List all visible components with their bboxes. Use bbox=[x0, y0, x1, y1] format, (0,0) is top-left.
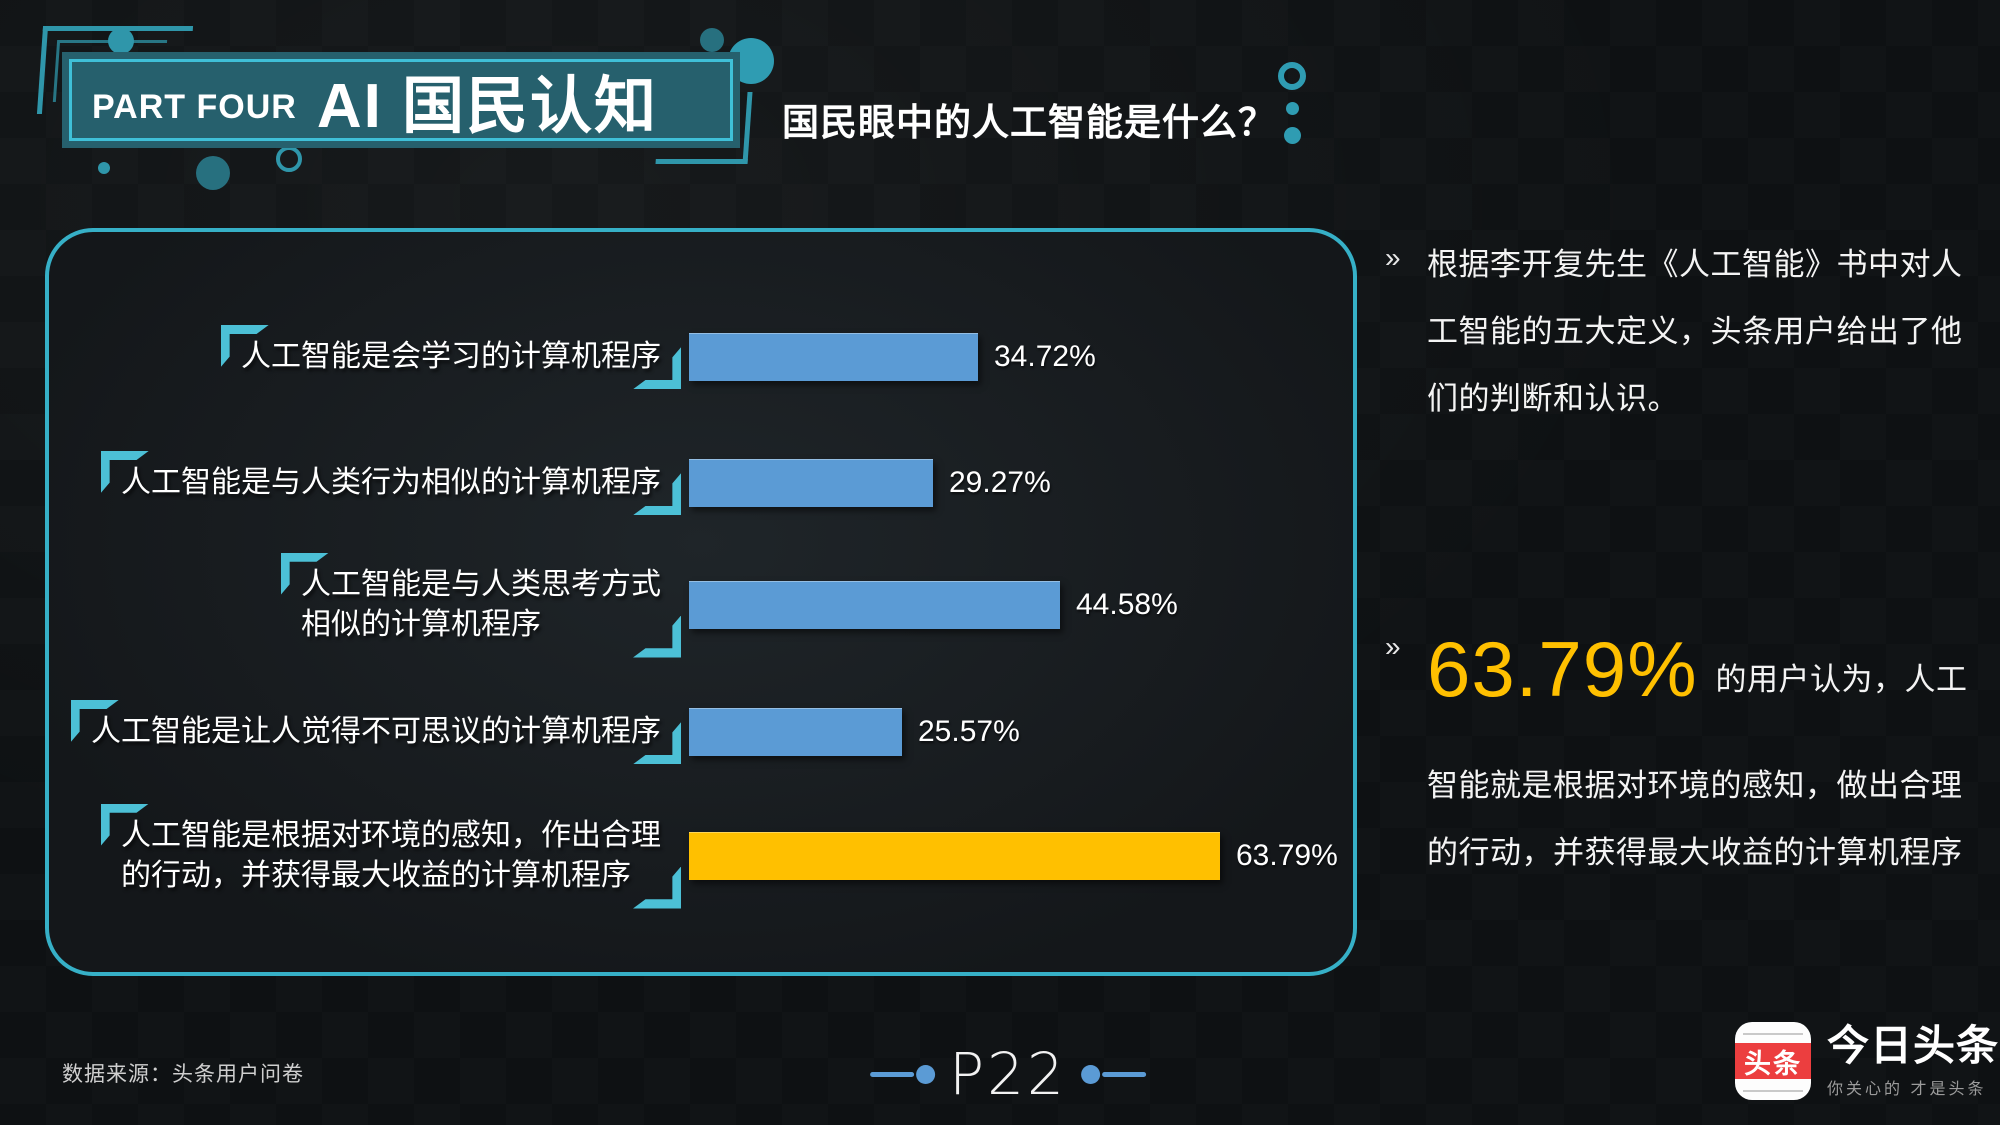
bar bbox=[689, 581, 1060, 629]
corner-bracket-bottomright-icon bbox=[633, 347, 681, 390]
toutiao-logo-text: 今日头条 你关心的 才是头条 bbox=[1827, 1021, 2000, 1099]
chart-row: 人工智能是与人类思考方式 相似的计算机程序 44.58% bbox=[49, 552, 1353, 658]
commentary-text-2-rest: 的用户认为，人工智能就是根据对环境的感知，做出合理的行动，并获得最大收益的计算机… bbox=[1427, 661, 1968, 871]
toutiao-logo: 头条 今日头条 你关心的 才是头条 bbox=[1735, 1022, 1999, 1100]
category-label-wrap: 人工智能是会学习的计算机程序 bbox=[49, 324, 681, 390]
decor-dot-icon bbox=[1283, 127, 1301, 144]
commentary-text-2: 63.79% 的用户认为，人工智能就是根据对环境的感知，做出合理的行动，并获得最大… bbox=[1427, 585, 1970, 887]
category-label: 人工智能是让人觉得不可思议的计算机程序 bbox=[71, 699, 681, 765]
page-decor-line-icon bbox=[870, 1071, 915, 1077]
page-title: 国民眼中的人工智能是什么？ bbox=[782, 102, 1276, 143]
category-label-wrap: 人工智能是与人类思考方式 相似的计算机程序 bbox=[49, 552, 681, 658]
chart-row: 人工智能是与人类行为相似的计算机程序 29.27% bbox=[49, 450, 1353, 516]
decor-ring-icon bbox=[276, 146, 302, 172]
page-decor-dot-icon bbox=[916, 1064, 936, 1084]
commentary-paragraph-1: » 根据李开复先生《人工智能》书中对人工智能的五大定义，头条用户给出了他们的判断… bbox=[1385, 232, 1970, 433]
toutiao-icon-label: 头条 bbox=[1735, 1043, 1811, 1079]
newspaper-lines-icon bbox=[1743, 1027, 1803, 1038]
corner-bracket-topleft-icon bbox=[221, 324, 269, 367]
category-label: 人工智能是与人类思考方式 相似的计算机程序 bbox=[281, 552, 681, 658]
corner-bracket-bottomright-icon bbox=[633, 722, 681, 765]
part-label: PART FOUR bbox=[92, 87, 297, 126]
corner-bracket-topleft-icon bbox=[101, 803, 149, 846]
corner-bracket-topleft-icon bbox=[101, 450, 149, 493]
category-label: 人工智能是与人类行为相似的计算机程序 bbox=[101, 450, 681, 516]
bar bbox=[689, 832, 1220, 880]
bullet-chevrons-icon: » bbox=[1385, 242, 1401, 273]
bar bbox=[689, 459, 933, 507]
category-label: 人工智能是根据对环境的感知，作出合理 的行动，并获得最大收益的计算机程序 bbox=[101, 803, 681, 909]
corner-bracket-bottomright-icon bbox=[633, 866, 681, 909]
decor-dot-icon bbox=[1285, 102, 1299, 115]
chart-row: 人工智能是会学习的计算机程序 34.72% bbox=[49, 324, 1353, 390]
toutiao-logo-tagline: 你关心的 才是头条 bbox=[1827, 1081, 1987, 1099]
bar-value-label: 29.27% bbox=[949, 466, 1051, 499]
decor-circle-icon bbox=[98, 162, 110, 174]
corner-bracket-topleft-icon bbox=[281, 552, 329, 595]
bar-value-label: 63.79% bbox=[1236, 839, 1338, 872]
newspaper-lines-icon bbox=[1743, 1084, 1803, 1095]
corner-bracket-topleft-icon bbox=[71, 699, 119, 742]
page-number: P22 bbox=[949, 1040, 1067, 1108]
decor-circle-icon bbox=[700, 28, 724, 52]
commentary-text-1: 根据李开复先生《人工智能》书中对人工智能的五大定义，头条用户给出了他们的判断和认… bbox=[1427, 247, 1963, 416]
data-source-note: 数据来源：头条用户问卷 bbox=[62, 1063, 304, 1086]
chart-row: 人工智能是让人觉得不可思议的计算机程序 25.57% bbox=[49, 699, 1353, 765]
page-decor-dot-icon bbox=[1080, 1064, 1100, 1084]
corner-bracket-bottomright-icon bbox=[633, 615, 681, 658]
page-number-block: P22 bbox=[870, 1040, 1146, 1108]
corner-bracket-bottomright-icon bbox=[633, 473, 681, 516]
bullet-chevrons-icon: » bbox=[1385, 630, 1401, 662]
section-title: AI 国民认知 bbox=[316, 72, 659, 141]
decor-ring-icon bbox=[1278, 62, 1306, 90]
highlight-percentage: 63.79% bbox=[1427, 624, 1698, 713]
section-title-box: PART FOUR AI 国民认知 bbox=[62, 52, 740, 148]
toutiao-logo-title: 今日头条 bbox=[1827, 1021, 2000, 1069]
category-label-wrap: 人工智能是根据对环境的感知，作出合理 的行动，并获得最大收益的计算机程序 bbox=[49, 803, 681, 909]
commentary-column: » 根据李开复先生《人工智能》书中对人工智能的五大定义，头条用户给出了他们的判断… bbox=[1385, 232, 1970, 887]
decor-circle-icon bbox=[196, 156, 230, 190]
bar-value-label: 25.57% bbox=[918, 715, 1020, 748]
commentary-paragraph-2: » 63.79% 的用户认为，人工智能就是根据对环境的感知，做出合理的行动，并获得… bbox=[1385, 585, 1970, 887]
bar-chart-panel: 人工智能是会学习的计算机程序 34.72% 人工智能是与人类行为相似的计算机程序 29… bbox=[45, 228, 1357, 976]
chart-row: 人工智能是根据对环境的感知，作出合理 的行动，并获得最大收益的计算机程序 63.79… bbox=[49, 803, 1353, 909]
bar-value-label: 34.72% bbox=[994, 340, 1096, 373]
category-label-wrap: 人工智能是与人类行为相似的计算机程序 bbox=[49, 450, 681, 516]
page-decor-line-icon bbox=[1101, 1071, 1146, 1077]
bar bbox=[689, 333, 978, 381]
category-label: 人工智能是会学习的计算机程序 bbox=[221, 324, 681, 390]
bar bbox=[689, 708, 902, 756]
subtitle-dots-decor bbox=[1278, 62, 1306, 144]
toutiao-app-icon: 头条 bbox=[1735, 1022, 1811, 1100]
bar-value-label: 44.58% bbox=[1076, 588, 1178, 621]
decor-circle-icon bbox=[108, 28, 134, 54]
category-label-wrap: 人工智能是让人觉得不可思议的计算机程序 bbox=[49, 699, 681, 765]
